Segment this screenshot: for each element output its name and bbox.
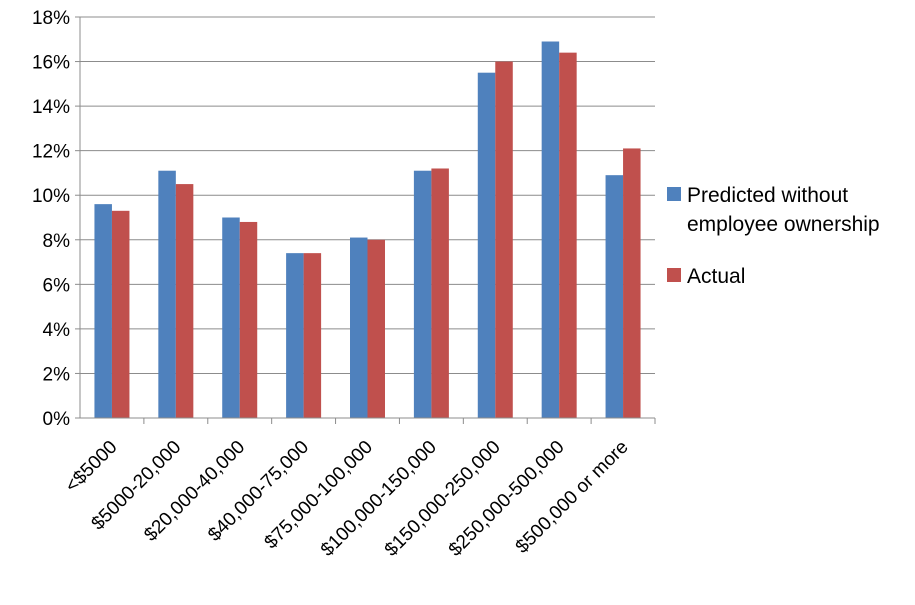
- legend-label: Predicted without: [687, 184, 848, 207]
- x-tick-label: $250,000-500,000: [445, 437, 569, 561]
- bar-predicted: [541, 41, 560, 418]
- y-tick-label: 2%: [43, 364, 71, 385]
- bar-predicted: [605, 175, 624, 418]
- y-tick-label: 18%: [32, 8, 70, 29]
- x-tick-label: $500,000 or more: [512, 437, 633, 558]
- bar-actual: [111, 210, 130, 418]
- x-tick-label: <$5000: [61, 437, 121, 497]
- axes: [79, 17, 656, 424]
- bar-actual: [559, 52, 577, 419]
- bars: [94, 41, 641, 419]
- bar-predicted: [222, 217, 240, 418]
- bar-actual: [623, 148, 641, 418]
- x-tick-label: $150,000-250,000: [381, 437, 505, 561]
- bar-predicted: [350, 237, 368, 418]
- bar-actual: [175, 184, 194, 418]
- bar-actual: [495, 61, 513, 419]
- legend-label: employee ownership: [687, 213, 880, 236]
- y-tick-label: 12%: [32, 142, 70, 163]
- bar-predicted: [413, 170, 432, 418]
- x-tick-label: $100,000-150,000: [317, 437, 441, 561]
- y-tick-label: 4%: [43, 320, 71, 341]
- y-tick-label: 8%: [43, 231, 71, 252]
- y-tick-label: 6%: [43, 275, 71, 296]
- legend-swatch-predicted: [667, 187, 681, 201]
- bar-actual: [303, 253, 322, 418]
- legend-swatch-actual: [667, 268, 681, 282]
- y-tick-label: 0%: [43, 409, 71, 430]
- bar-predicted: [286, 253, 304, 418]
- y-axis-ticks: 0% 2% 4% 6% 8% 10% 12% 14% 16% 18%: [32, 8, 80, 430]
- x-axis-labels: <$5000$5000-20,000$20,000-40,000$40,000-…: [61, 437, 632, 561]
- bar-actual: [431, 168, 449, 418]
- y-tick-label: 16%: [32, 53, 70, 74]
- bar-predicted: [477, 72, 496, 418]
- bar-actual: [367, 239, 385, 418]
- legend-label: Actual: [687, 265, 745, 288]
- y-tick-label: 10%: [32, 186, 70, 207]
- bar-predicted: [158, 170, 176, 418]
- bar-actual: [239, 221, 258, 418]
- legend: Predicted without employee ownership Actua…: [667, 184, 880, 288]
- bar-predicted: [94, 204, 112, 418]
- y-tick-label: 14%: [32, 97, 70, 118]
- x-tick-label: $75,000-100,000: [261, 437, 377, 553]
